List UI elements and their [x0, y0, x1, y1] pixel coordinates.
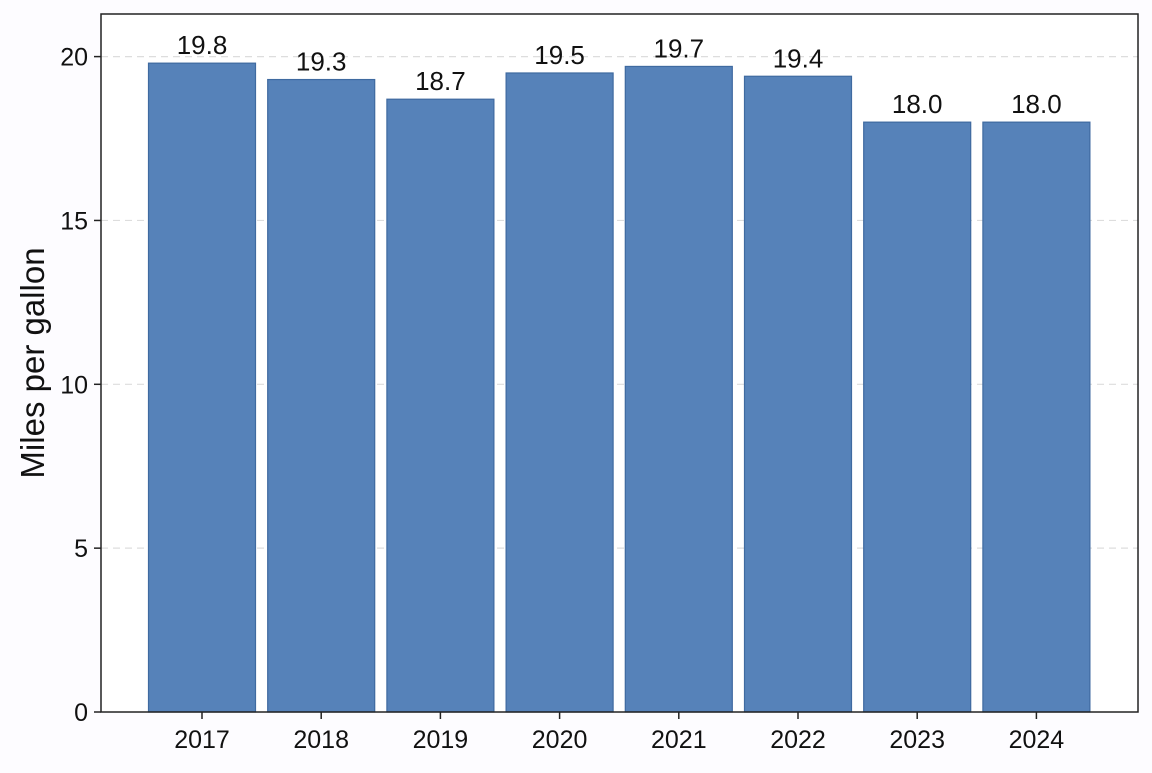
- x-tick-label: 2021: [651, 726, 707, 754]
- bar: [505, 72, 614, 713]
- y-tick-label: 20: [60, 44, 88, 72]
- bar: [386, 98, 495, 713]
- data-label: 18.0: [892, 89, 943, 119]
- x-tick-label: 2018: [293, 726, 349, 754]
- axes: 2017 2018 2019 2020 2021 2022 2023 2024 0 5 10 15 20: [60, 13, 1139, 754]
- x-tick-label: 2022: [770, 726, 826, 754]
- y-tick-label: 10: [60, 371, 88, 399]
- data-label: 18.0: [1011, 89, 1062, 119]
- bar: [267, 78, 376, 713]
- data-label: 18.7: [415, 66, 466, 96]
- x-tick-label: 2020: [532, 726, 588, 754]
- data-label: 19.7: [653, 33, 704, 63]
- plot-frame: [100, 13, 1139, 713]
- data-labels: 19.8 19.3 18.7 19.5 19.7 19.4 18.0 18.0: [177, 30, 1062, 119]
- x-tick-label: 2017: [174, 726, 230, 754]
- bar: [147, 62, 257, 713]
- bar: [624, 65, 733, 713]
- data-label: 19.8: [177, 30, 228, 60]
- y-tick-label: 15: [60, 207, 88, 235]
- bar: [863, 121, 972, 713]
- data-label: 19.3: [296, 47, 347, 77]
- bar: [982, 121, 1091, 713]
- y-tick-label: 5: [74, 535, 88, 563]
- x-tick-label: 2019: [413, 726, 469, 754]
- x-tick-label: 2024: [1009, 726, 1065, 754]
- data-label: 19.5: [534, 40, 585, 70]
- bar: [743, 75, 853, 713]
- x-tick-label: 2023: [889, 726, 945, 754]
- y-axis-label: Miles per gallon: [14, 247, 51, 478]
- y-tick-label: 0: [74, 699, 88, 727]
- bars: [147, 62, 1091, 713]
- data-label: 19.4: [773, 43, 824, 73]
